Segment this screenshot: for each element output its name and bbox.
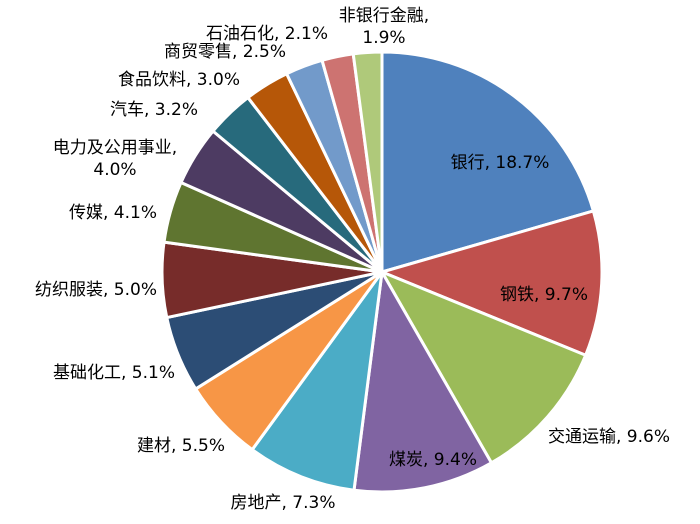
- pie-slices: [160, 50, 604, 494]
- slice-label: 钢铁, 9.7%: [500, 285, 588, 305]
- slice-label: 非银行金融, 1.9%: [339, 6, 429, 48]
- pie-labels: 银行, 18.7% 钢铁, 9.7% 交通运输, 9.6% 煤炭, 9.4% 房地产, …: [35, 6, 670, 513]
- slice-label: 交通运输, 9.6%: [548, 427, 670, 447]
- slice-label-line: 1.9%: [362, 28, 405, 48]
- slice-label: 石油石化, 2.1%: [206, 24, 328, 44]
- pie-slice: [380, 209, 604, 357]
- slice-label: 纺织服装, 5.0%: [35, 280, 157, 300]
- slice-label-line: 电力及公用事业,: [53, 138, 177, 158]
- slice-label: 银行, 18.7%: [451, 153, 550, 173]
- slice-label: 汽车, 3.2%: [110, 100, 198, 120]
- pie-slice: [250, 270, 384, 492]
- pie-slice: [380, 50, 595, 274]
- pie-slice: [351, 50, 384, 274]
- slice-label: 食品饮料, 3.0%: [118, 70, 240, 90]
- pie-slice: [380, 270, 588, 465]
- slice-label: 电力及公用事业, 4.0%: [53, 138, 177, 180]
- slice-label-line: 4.0%: [93, 160, 136, 180]
- slice-label: 房地产, 7.3%: [231, 493, 336, 513]
- slice-label: 传媒, 4.1%: [69, 203, 157, 223]
- slice-label: 建材, 5.5%: [137, 436, 225, 456]
- slice-label-line: 非银行金融,: [339, 6, 429, 26]
- slice-label: 商贸零售, 2.5%: [164, 42, 286, 62]
- slice-label: 基础化工, 5.1%: [53, 363, 175, 383]
- pie-slice: [352, 270, 493, 494]
- slice-label: 煤炭, 9.4%: [389, 450, 477, 470]
